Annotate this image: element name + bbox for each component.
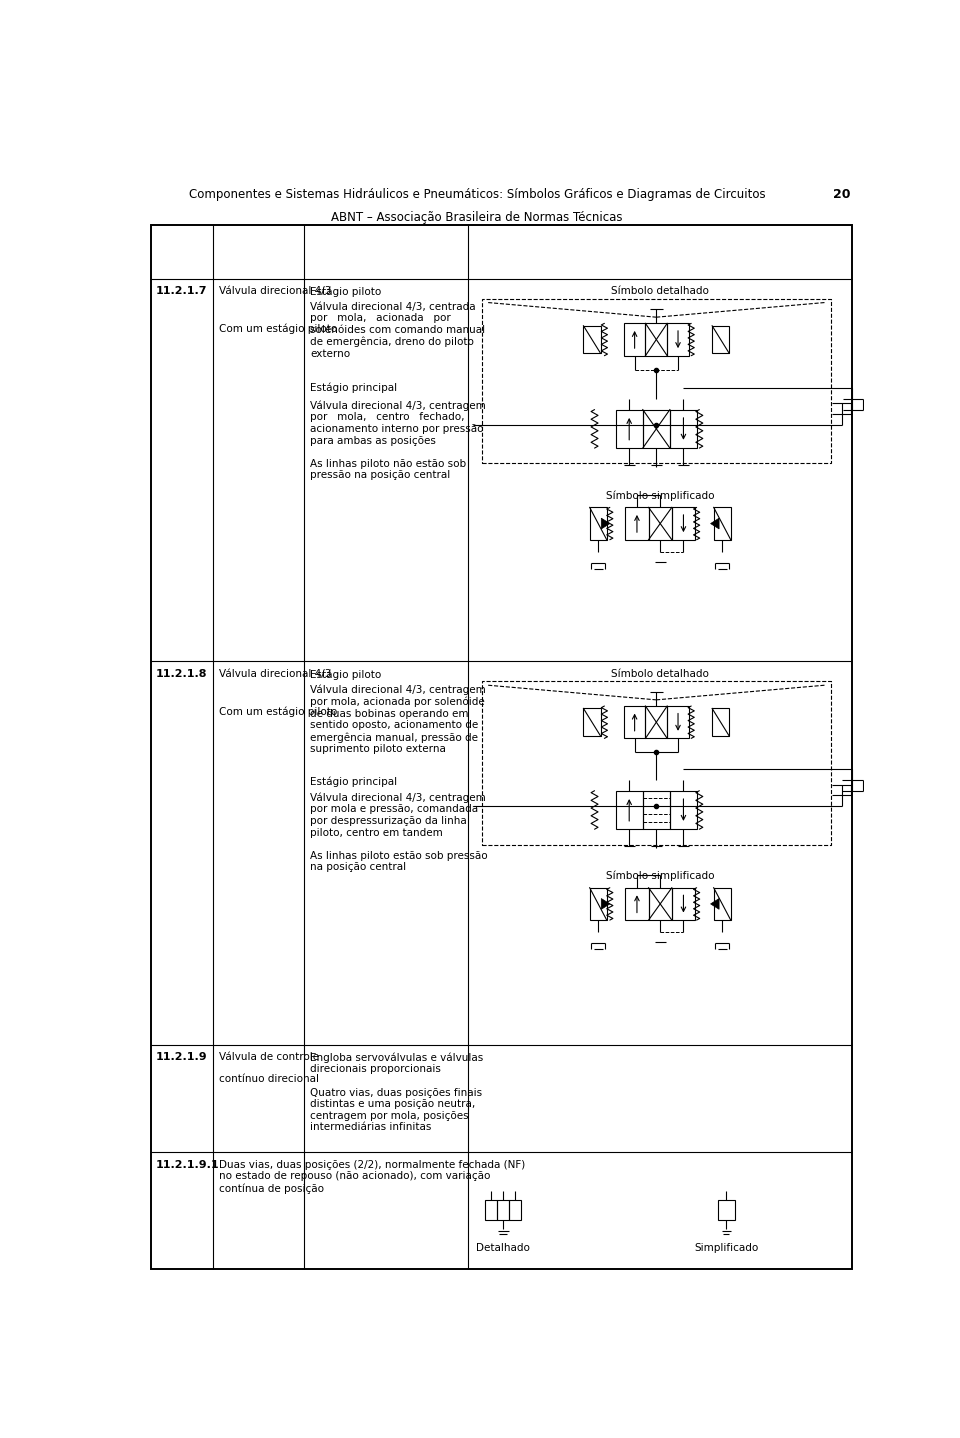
Text: Válvula direcional 4/3: Válvula direcional 4/3 [219,286,331,296]
Bar [584,709,601,736]
Text: Estágio principal: Estágio principal [310,383,397,393]
Text: 11.2.1.9.1: 11.2.1.9.1 [156,1160,219,1169]
Text: Com um estágio piloto: Com um estágio piloto [219,324,338,334]
Polygon shape [710,518,719,529]
Bar [643,410,670,449]
Text: Estágio piloto: Estágio piloto [310,669,381,680]
Text: Válvula direcional 4/3: Válvula direcional 4/3 [219,669,331,679]
Bar [670,410,697,449]
Bar [643,791,670,830]
Polygon shape [710,899,719,909]
Text: ABNT – Associação Brasileira de Normas Técnicas: ABNT – Associação Brasileira de Normas T… [331,211,623,224]
Bar [672,887,695,920]
Bar [615,410,643,449]
Text: 11.2.1.8: 11.2.1.8 [156,669,207,679]
Text: 11.2.1.9: 11.2.1.9 [156,1053,207,1063]
Text: 20: 20 [832,188,850,201]
Bar [625,887,649,920]
Bar [589,887,607,920]
Bar [713,508,731,539]
Bar [615,791,643,830]
Bar [497,1199,509,1219]
Text: Componentes e Sistemas Hidráulicos e Pneumáticos: Símbolos Gráficos e Diagramas : Componentes e Sistemas Hidráulicos e Pne… [189,188,765,201]
Bar [482,682,830,844]
Text: Válvula direcional 4/3, centrada
por   mola,   acionada   por
solenóides com com: Válvula direcional 4/3, centrada por mol… [310,302,485,360]
Text: Válvula direcional 4/3, centragem
por mola e pressão, comandada
por despressuriz: Válvula direcional 4/3, centragem por mo… [310,792,488,873]
Text: Símbolo simplificado: Símbolo simplificado [606,871,714,881]
Text: Símbolo detalhado: Símbolo detalhado [612,286,709,296]
Bar [589,508,607,539]
Bar [584,326,601,354]
Bar [713,887,731,920]
Bar [712,326,730,354]
Polygon shape [601,899,610,909]
Text: Válvula de controle: Válvula de controle [219,1053,320,1063]
Text: Detalhado: Detalhado [476,1242,530,1252]
Bar [670,791,697,830]
Bar [624,324,645,355]
Bar [718,1199,735,1219]
Bar [667,706,689,738]
Text: contínuo direcional: contínuo direcional [219,1074,320,1084]
Bar [649,887,672,920]
Bar [645,706,667,738]
Bar [624,706,645,738]
Bar [482,299,830,463]
Bar [485,1199,497,1219]
Bar [645,324,667,355]
Bar [509,1199,521,1219]
Text: Simplificado: Simplificado [694,1242,758,1252]
Text: 11.2.1.7: 11.2.1.7 [156,286,207,296]
Text: Válvula direcional 4/3, centragem
por   mola,   centro   fechado,
acionamento in: Válvula direcional 4/3, centragem por mo… [310,400,486,480]
Bar [712,709,730,736]
Text: Símbolo detalhado: Símbolo detalhado [612,669,709,679]
Text: Válvula direcional 4/3, centragem
por mola, acionada por solenóide
de duas bobin: Válvula direcional 4/3, centragem por mo… [310,684,486,754]
Text: Símbolo simplificado: Símbolo simplificado [606,490,714,500]
Text: Estágio piloto: Estágio piloto [310,286,381,296]
Text: Engloba servoválvulas e válvulas
direcionais proporcionais

Quatro vias, duas po: Engloba servoválvulas e válvulas direcio… [310,1053,483,1132]
Bar [672,508,695,539]
Bar [625,508,649,539]
Text: Duas vias, duas posições (2/2), normalmente fechada (NF)
no estado de repouso (n: Duas vias, duas posições (2/2), normalme… [219,1160,525,1194]
Bar [667,324,689,355]
Polygon shape [601,518,610,529]
Text: Com um estágio piloto: Com um estágio piloto [219,706,338,716]
Text: Estágio principal: Estágio principal [310,777,397,788]
Bar [649,508,672,539]
